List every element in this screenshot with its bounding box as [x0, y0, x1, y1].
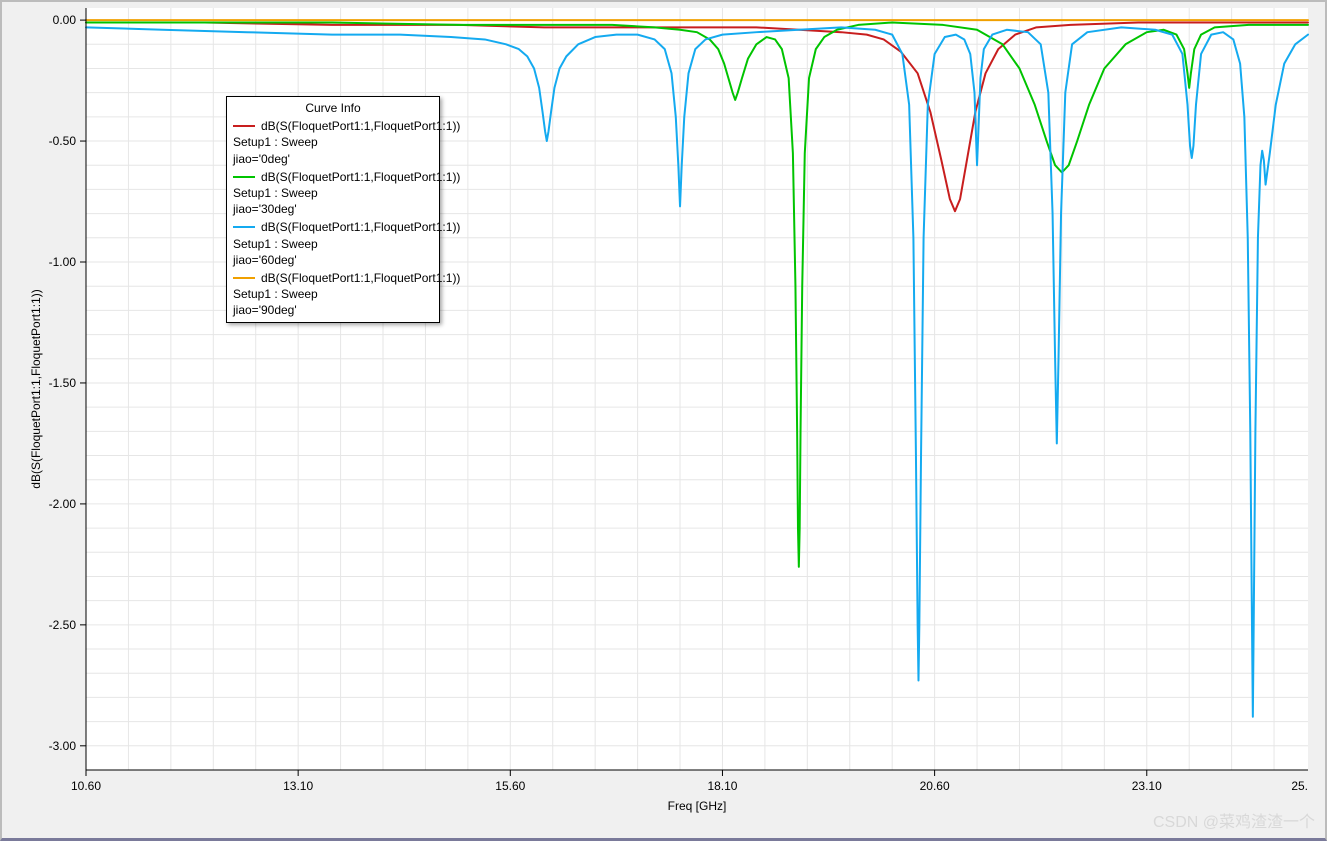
x-tick-label-right: 25.: [1291, 779, 1308, 793]
legend-label: dB(S(FloquetPort1:1,FloquetPort1:1)): [261, 270, 460, 286]
legend-swatch: [233, 125, 255, 127]
y-tick-label: -2.00: [49, 497, 77, 511]
legend-label: dB(S(FloquetPort1:1,FloquetPort1:1)): [261, 118, 460, 134]
legend-box[interactable]: Curve Info dB(S(FloquetPort1:1,FloquetPo…: [226, 96, 440, 323]
x-tick-label: 20.60: [920, 779, 950, 793]
xy-plot: 10.60 13.10 15.60 18.10 20.60 23.10 25. 0.00 -0.…: [2, 2, 1327, 841]
legend-sublabel: Setup1 : Sweep: [227, 185, 439, 201]
legend-item[interactable]: dB(S(FloquetPort1:1,FloquetPort1:1)): [227, 268, 439, 286]
y-tick-label: -1.00: [49, 255, 77, 269]
legend-sublabel: Setup1 : Sweep: [227, 236, 439, 252]
y-tick-label: -2.50: [49, 618, 77, 632]
y-axis-label: dB(S(FloquetPort1:1,FloquetPort1:1)): [29, 289, 43, 488]
legend-swatch: [233, 226, 255, 228]
x-tick-label: 15.60: [495, 779, 525, 793]
legend-sublabel: jiao='90deg': [227, 302, 439, 318]
legend-sublabel: Setup1 : Sweep: [227, 286, 439, 302]
legend-item[interactable]: dB(S(FloquetPort1:1,FloquetPort1:1)): [227, 116, 439, 134]
y-tick-label: -0.50: [49, 134, 77, 148]
x-tick-label: 13.10: [283, 779, 313, 793]
legend-item[interactable]: dB(S(FloquetPort1:1,FloquetPort1:1)): [227, 217, 439, 235]
chart-frame: 10.60 13.10 15.60 18.10 20.60 23.10 25. 0.00 -0.…: [0, 0, 1327, 841]
legend-sublabel: jiao='30deg': [227, 201, 439, 217]
x-axis-label: Freq [GHz]: [668, 799, 727, 813]
legend-label: dB(S(FloquetPort1:1,FloquetPort1:1)): [261, 219, 460, 235]
legend-swatch: [233, 176, 255, 178]
legend-label: dB(S(FloquetPort1:1,FloquetPort1:1)): [261, 169, 460, 185]
legend-title: Curve Info: [227, 98, 439, 116]
x-tick-label: 18.10: [707, 779, 737, 793]
legend-sublabel: jiao='60deg': [227, 252, 439, 268]
x-tick-label: 10.60: [71, 779, 101, 793]
y-tick-label: -1.50: [49, 376, 77, 390]
legend-sublabel: jiao='0deg': [227, 151, 439, 167]
y-tick-label: -3.00: [49, 739, 77, 753]
legend-swatch: [233, 277, 255, 279]
x-tick-label: 23.10: [1132, 779, 1162, 793]
y-tick-label: 0.00: [53, 13, 77, 27]
legend-sublabel: Setup1 : Sweep: [227, 134, 439, 150]
legend-item[interactable]: dB(S(FloquetPort1:1,FloquetPort1:1)): [227, 167, 439, 185]
